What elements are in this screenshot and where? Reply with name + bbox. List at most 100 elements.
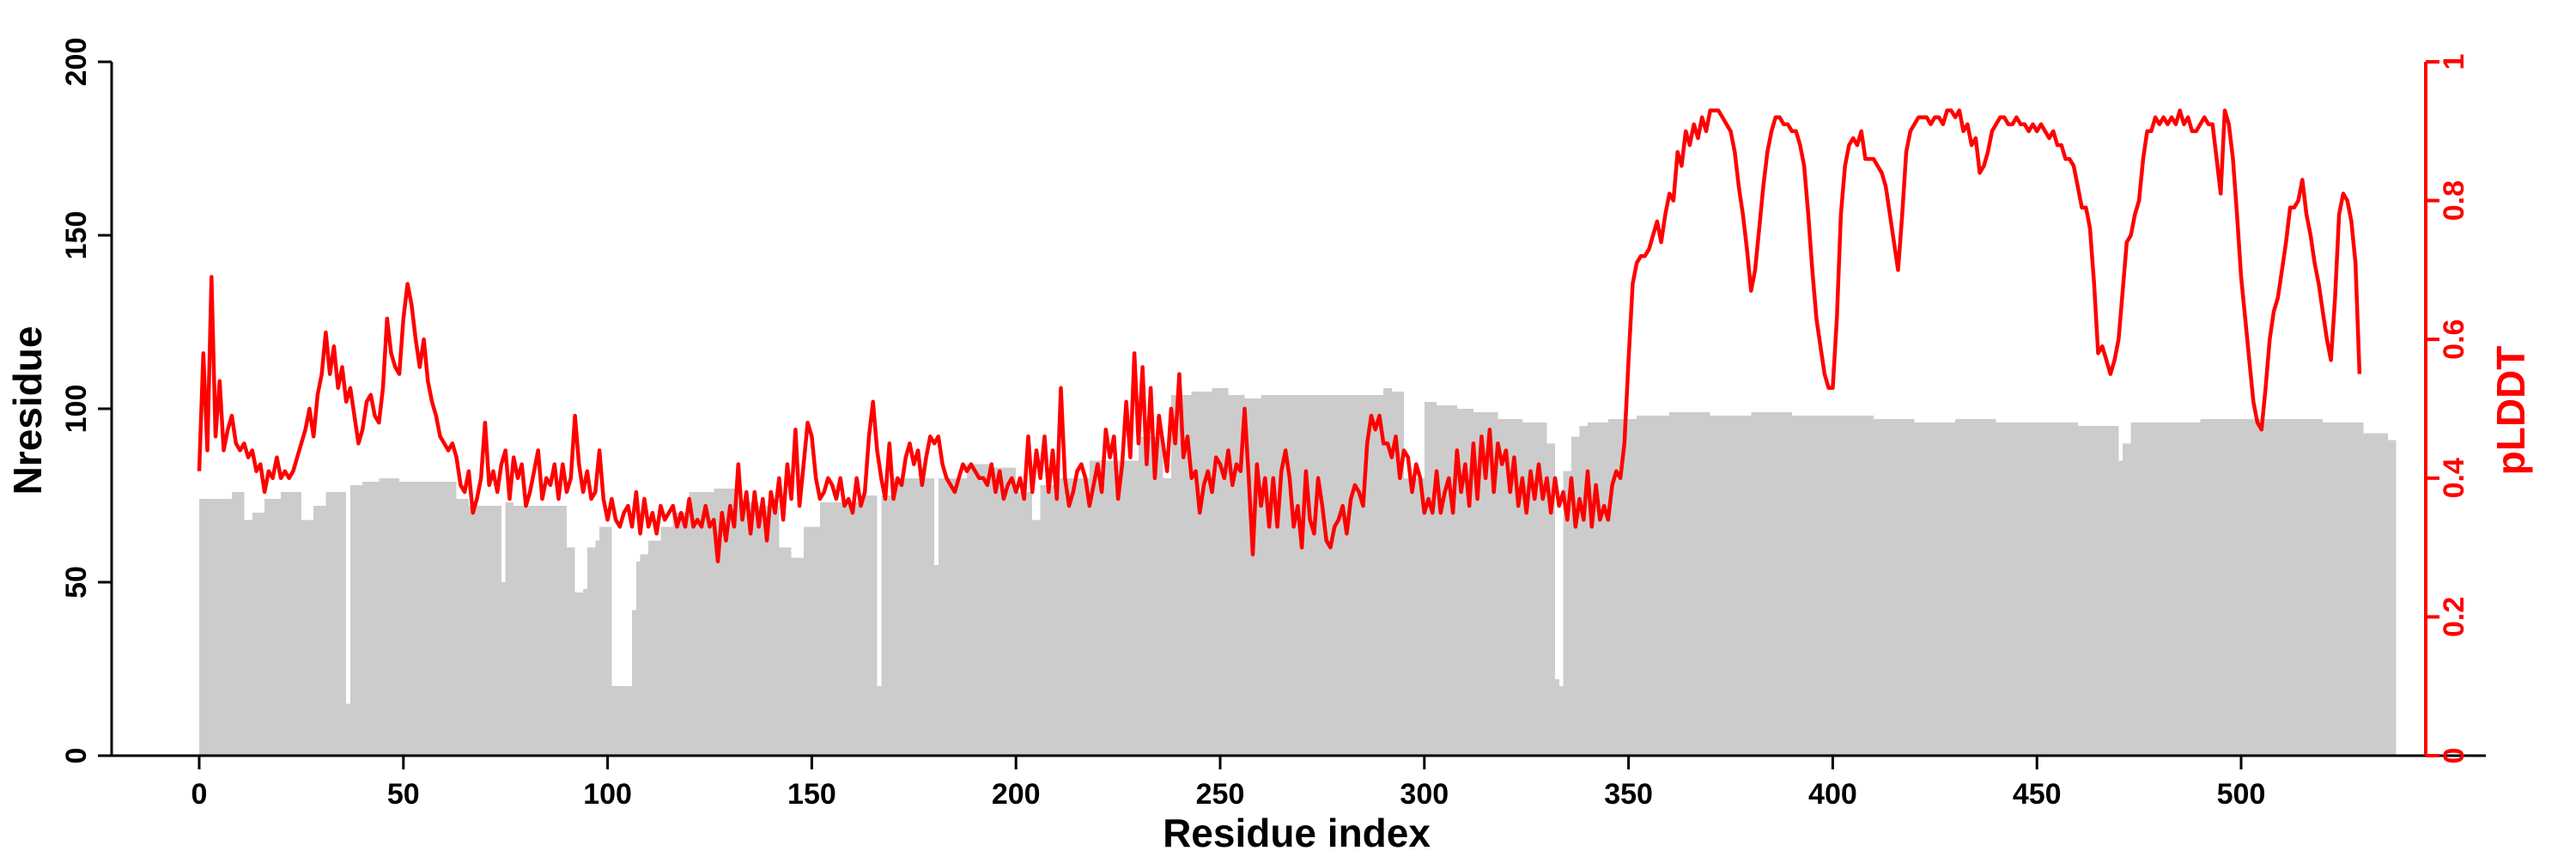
nresidue-bar <box>513 506 568 756</box>
y-left-tick-label: 200 <box>60 38 93 87</box>
nresidue-bar <box>1261 394 1319 756</box>
nresidue-bar <box>1163 477 1171 756</box>
x-tick-label: 500 <box>2217 778 2266 811</box>
nresidue-bar <box>501 582 506 756</box>
nresidue-bar <box>635 561 641 756</box>
nresidue-bar <box>362 481 380 756</box>
nresidue-bar <box>1522 422 1547 756</box>
nresidue-bar <box>1563 471 1572 756</box>
nresidue-bar <box>1138 436 1163 756</box>
nresidue-bar <box>1955 419 1996 756</box>
nresidue-bar <box>2123 443 2131 756</box>
nresidue-bar <box>1710 416 1752 756</box>
nresidue-bar <box>689 491 714 756</box>
y-left-tick-label: 0 <box>60 748 93 764</box>
y-right-tick-label: 0.2 <box>2438 597 2470 637</box>
nresidue-bar <box>640 554 649 756</box>
y-right-tick-label: 0.8 <box>2438 180 2470 221</box>
nresidue-bar <box>2241 419 2282 756</box>
nresidue-bar <box>2323 422 2364 756</box>
nresidue-bar <box>1571 436 1580 756</box>
nresidue-bar <box>505 502 514 756</box>
nresidue-bar <box>1212 387 1229 756</box>
nresidue-bar <box>2077 426 2119 756</box>
nresidue-bar <box>758 506 780 756</box>
nresidue-bar <box>1558 686 1564 756</box>
nresidue-bar <box>586 547 596 756</box>
nresidue-bar <box>779 547 792 756</box>
nresidue-bar <box>399 481 416 756</box>
nresidue-bar <box>595 540 600 756</box>
nresidue-bar <box>672 513 690 756</box>
nresidue-bar <box>803 526 820 756</box>
nresidue-bars <box>199 387 2397 756</box>
nresidue-bar <box>264 499 282 756</box>
nresidue-bar <box>1579 426 1589 756</box>
y-left-axis-title: Nresidue <box>5 326 50 495</box>
nresidue-bar <box>860 495 878 756</box>
nresidue-bar <box>325 491 347 756</box>
nresidue-bar <box>599 526 612 756</box>
nresidue-bar <box>1637 416 1670 756</box>
nresidue-bar <box>1391 391 1405 756</box>
ticks: 0 50 100 150 200 250 300 350 400 450 500 0 50 100 150 2… <box>60 38 2470 811</box>
nresidue-bar <box>252 513 265 756</box>
nresidue-bar <box>2200 419 2241 756</box>
nresidue-bar <box>583 589 587 756</box>
y-left-tick-label: 50 <box>60 566 93 599</box>
nresidue-bar <box>967 464 992 756</box>
nresidue-bar <box>1588 422 1608 756</box>
nresidue-bar <box>416 481 457 756</box>
nresidue-bar <box>1383 387 1392 756</box>
nresidue-bar <box>468 506 501 756</box>
nresidue-bar <box>244 520 252 756</box>
nresidue-bar <box>567 547 575 756</box>
nresidue-bar <box>1089 460 1139 756</box>
nresidue-bar <box>893 477 935 756</box>
nresidue-bar <box>2118 460 2123 756</box>
nresidue-bar <box>2159 422 2201 756</box>
plddt-line <box>197 108 2362 564</box>
y-right-tick-label: 0.4 <box>2438 458 2470 498</box>
nresidue-bar <box>1437 404 1457 756</box>
nresidue-bar <box>1170 394 1192 756</box>
y-right-tick-label: 0.6 <box>2438 319 2470 360</box>
nresidue-bar <box>660 526 673 756</box>
nresidue-bar <box>301 520 314 756</box>
x-tick-label: 300 <box>1400 778 1449 811</box>
y-right-tick-label: 1 <box>2438 54 2470 70</box>
nresidue-bar <box>1751 412 1792 756</box>
x-axis-title: Residue index <box>1163 811 1431 855</box>
y-right-tick-label: 0 <box>2438 748 2470 764</box>
nresidue-bar <box>791 557 804 756</box>
nresidue-bar <box>1040 484 1057 756</box>
x-tick-label: 450 <box>2013 778 2062 811</box>
x-tick-label: 200 <box>992 778 1041 811</box>
nresidue-bar <box>1554 679 1559 756</box>
x-tick-label: 50 <box>387 778 420 811</box>
nresidue-bar <box>1056 477 1090 756</box>
nresidue-bar <box>1546 443 1555 756</box>
nresidue-bar <box>1404 477 1425 756</box>
nresidue-bar <box>2281 419 2324 756</box>
nresidue-bar <box>1498 419 1522 756</box>
nresidue-bar <box>738 502 759 756</box>
y-left-tick-label: 100 <box>60 385 93 434</box>
x-tick-label: 350 <box>1604 778 1653 811</box>
nresidue-bar <box>574 593 584 756</box>
y-right-axis-title: pLDDT <box>2488 346 2533 476</box>
x-tick-label: 150 <box>787 778 836 811</box>
nresidue-bar <box>611 686 633 756</box>
nresidue-bar <box>313 506 326 756</box>
nresidue-bar <box>877 686 882 756</box>
nresidue-bar <box>1016 491 1033 756</box>
nresidue-bar <box>349 484 363 756</box>
nresidue-bar <box>281 491 301 756</box>
nresidue-bar <box>881 495 894 756</box>
nresidue-bar <box>1191 391 1212 756</box>
nresidue-bar <box>1996 422 2038 756</box>
nresidue-bar <box>456 499 469 756</box>
x-tick-label: 0 <box>191 778 208 811</box>
plddt-series <box>197 108 2362 564</box>
